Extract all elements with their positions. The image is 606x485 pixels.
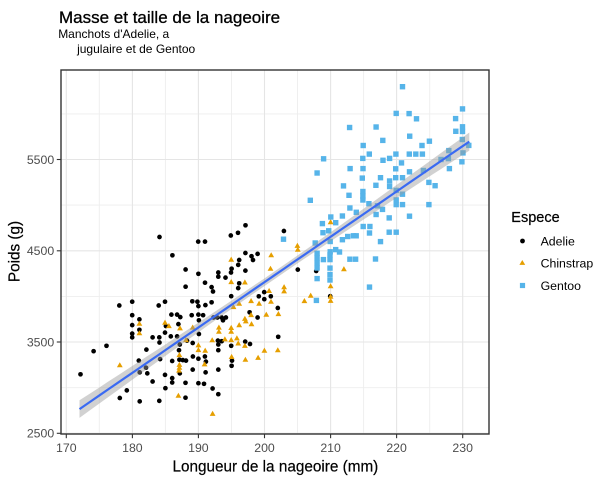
svg-text:220: 220 <box>386 441 407 455</box>
svg-text:Espece: Espece <box>511 210 559 226</box>
svg-text:230: 230 <box>452 441 473 455</box>
svg-text:5500: 5500 <box>27 153 55 167</box>
svg-text:Chinstrap: Chinstrap <box>541 256 594 270</box>
svg-text:Masse et taille de la nageoire: Masse et taille de la nageoire <box>59 8 280 27</box>
svg-text:190: 190 <box>188 441 209 455</box>
svg-text:Poids (g): Poids (g) <box>7 221 24 282</box>
svg-text:180: 180 <box>122 441 143 455</box>
svg-text:2500: 2500 <box>27 427 55 441</box>
svg-text:4500: 4500 <box>27 244 55 258</box>
svg-text:Gentoo: Gentoo <box>541 279 581 293</box>
svg-text:jugulaire et de Gentoo: jugulaire et de Gentoo <box>76 42 195 56</box>
svg-text:Longueur de la nageoire (mm): Longueur de la nageoire (mm) <box>173 459 379 476</box>
svg-text:200: 200 <box>254 441 275 455</box>
svg-text:3500: 3500 <box>27 335 55 349</box>
svg-text:Manchots d'Adelie, a: Manchots d'Adelie, a <box>58 27 169 41</box>
svg-text:210: 210 <box>320 441 341 455</box>
svg-text:170: 170 <box>56 441 77 455</box>
svg-text:Adelie: Adelie <box>541 235 575 249</box>
